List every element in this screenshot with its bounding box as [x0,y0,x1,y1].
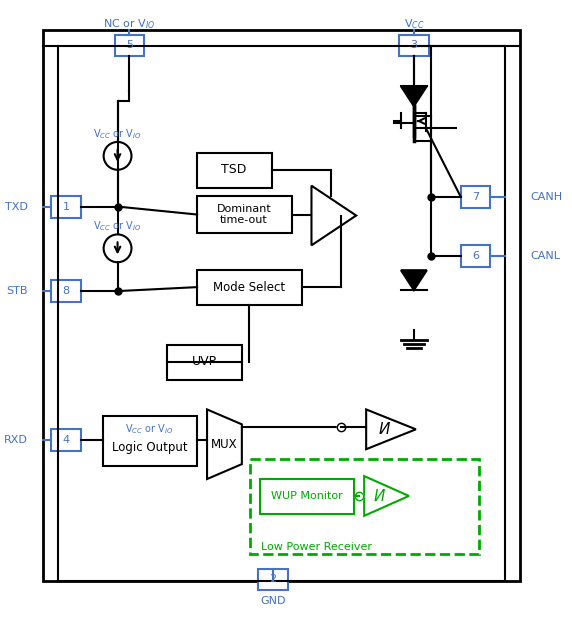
Bar [51,196,81,218]
Bar [197,270,301,305]
Bar [258,568,288,590]
Text: V$_{CC}$ or V$_{IO}$: V$_{CC}$ or V$_{IO}$ [125,423,174,436]
Bar [43,30,521,581]
Text: Low Power Receiver: Low Power Receiver [261,542,372,552]
Text: 4: 4 [62,435,69,445]
Text: NC or V$_{IO}$: NC or V$_{IO}$ [104,17,156,30]
Polygon shape [401,270,427,290]
Polygon shape [364,476,409,516]
Text: TSD: TSD [221,164,247,176]
Text: WUP Monitor: WUP Monitor [271,491,343,501]
Bar [399,35,429,56]
Text: V$_{CC}$ or V$_{IO}$: V$_{CC}$ or V$_{IO}$ [93,220,142,233]
Bar [250,459,479,553]
Text: MUX: MUX [210,437,237,451]
Polygon shape [207,410,242,479]
Bar [51,429,81,451]
Bar [260,479,354,514]
Text: GND: GND [260,597,285,607]
Text: 5: 5 [126,41,133,51]
Bar [460,186,490,207]
Bar [102,416,197,466]
Text: Mode Select: Mode Select [213,281,285,294]
Text: 6: 6 [472,251,479,261]
Text: V$_{CC}$ or V$_{IO}$: V$_{CC}$ or V$_{IO}$ [93,127,142,141]
Text: 7: 7 [472,192,479,202]
Bar [51,280,81,302]
Polygon shape [401,86,427,106]
Bar [197,153,272,188]
Text: STB: STB [6,286,28,296]
Text: TXD: TXD [5,202,28,212]
Polygon shape [366,410,416,449]
Text: $\mathit{И}$: $\mathit{И}$ [378,421,391,437]
Bar [114,35,144,56]
Text: CANH: CANH [530,192,562,202]
Text: UVP: UVP [192,355,217,368]
Text: 8: 8 [62,286,69,296]
Text: Dominant
time-out: Dominant time-out [216,204,271,225]
Text: CANL: CANL [530,251,560,261]
Bar [197,196,292,233]
Bar [460,246,490,267]
Bar [167,345,242,379]
Text: 2: 2 [269,574,276,584]
Text: 3: 3 [410,41,418,51]
Text: Logic Output: Logic Output [112,441,187,453]
Polygon shape [312,186,356,246]
Text: 1: 1 [62,202,69,212]
Text: $\mathit{И}$: $\mathit{И}$ [372,488,386,504]
Text: V$_{CC}$: V$_{CC}$ [404,17,424,30]
Text: RXD: RXD [4,435,28,445]
